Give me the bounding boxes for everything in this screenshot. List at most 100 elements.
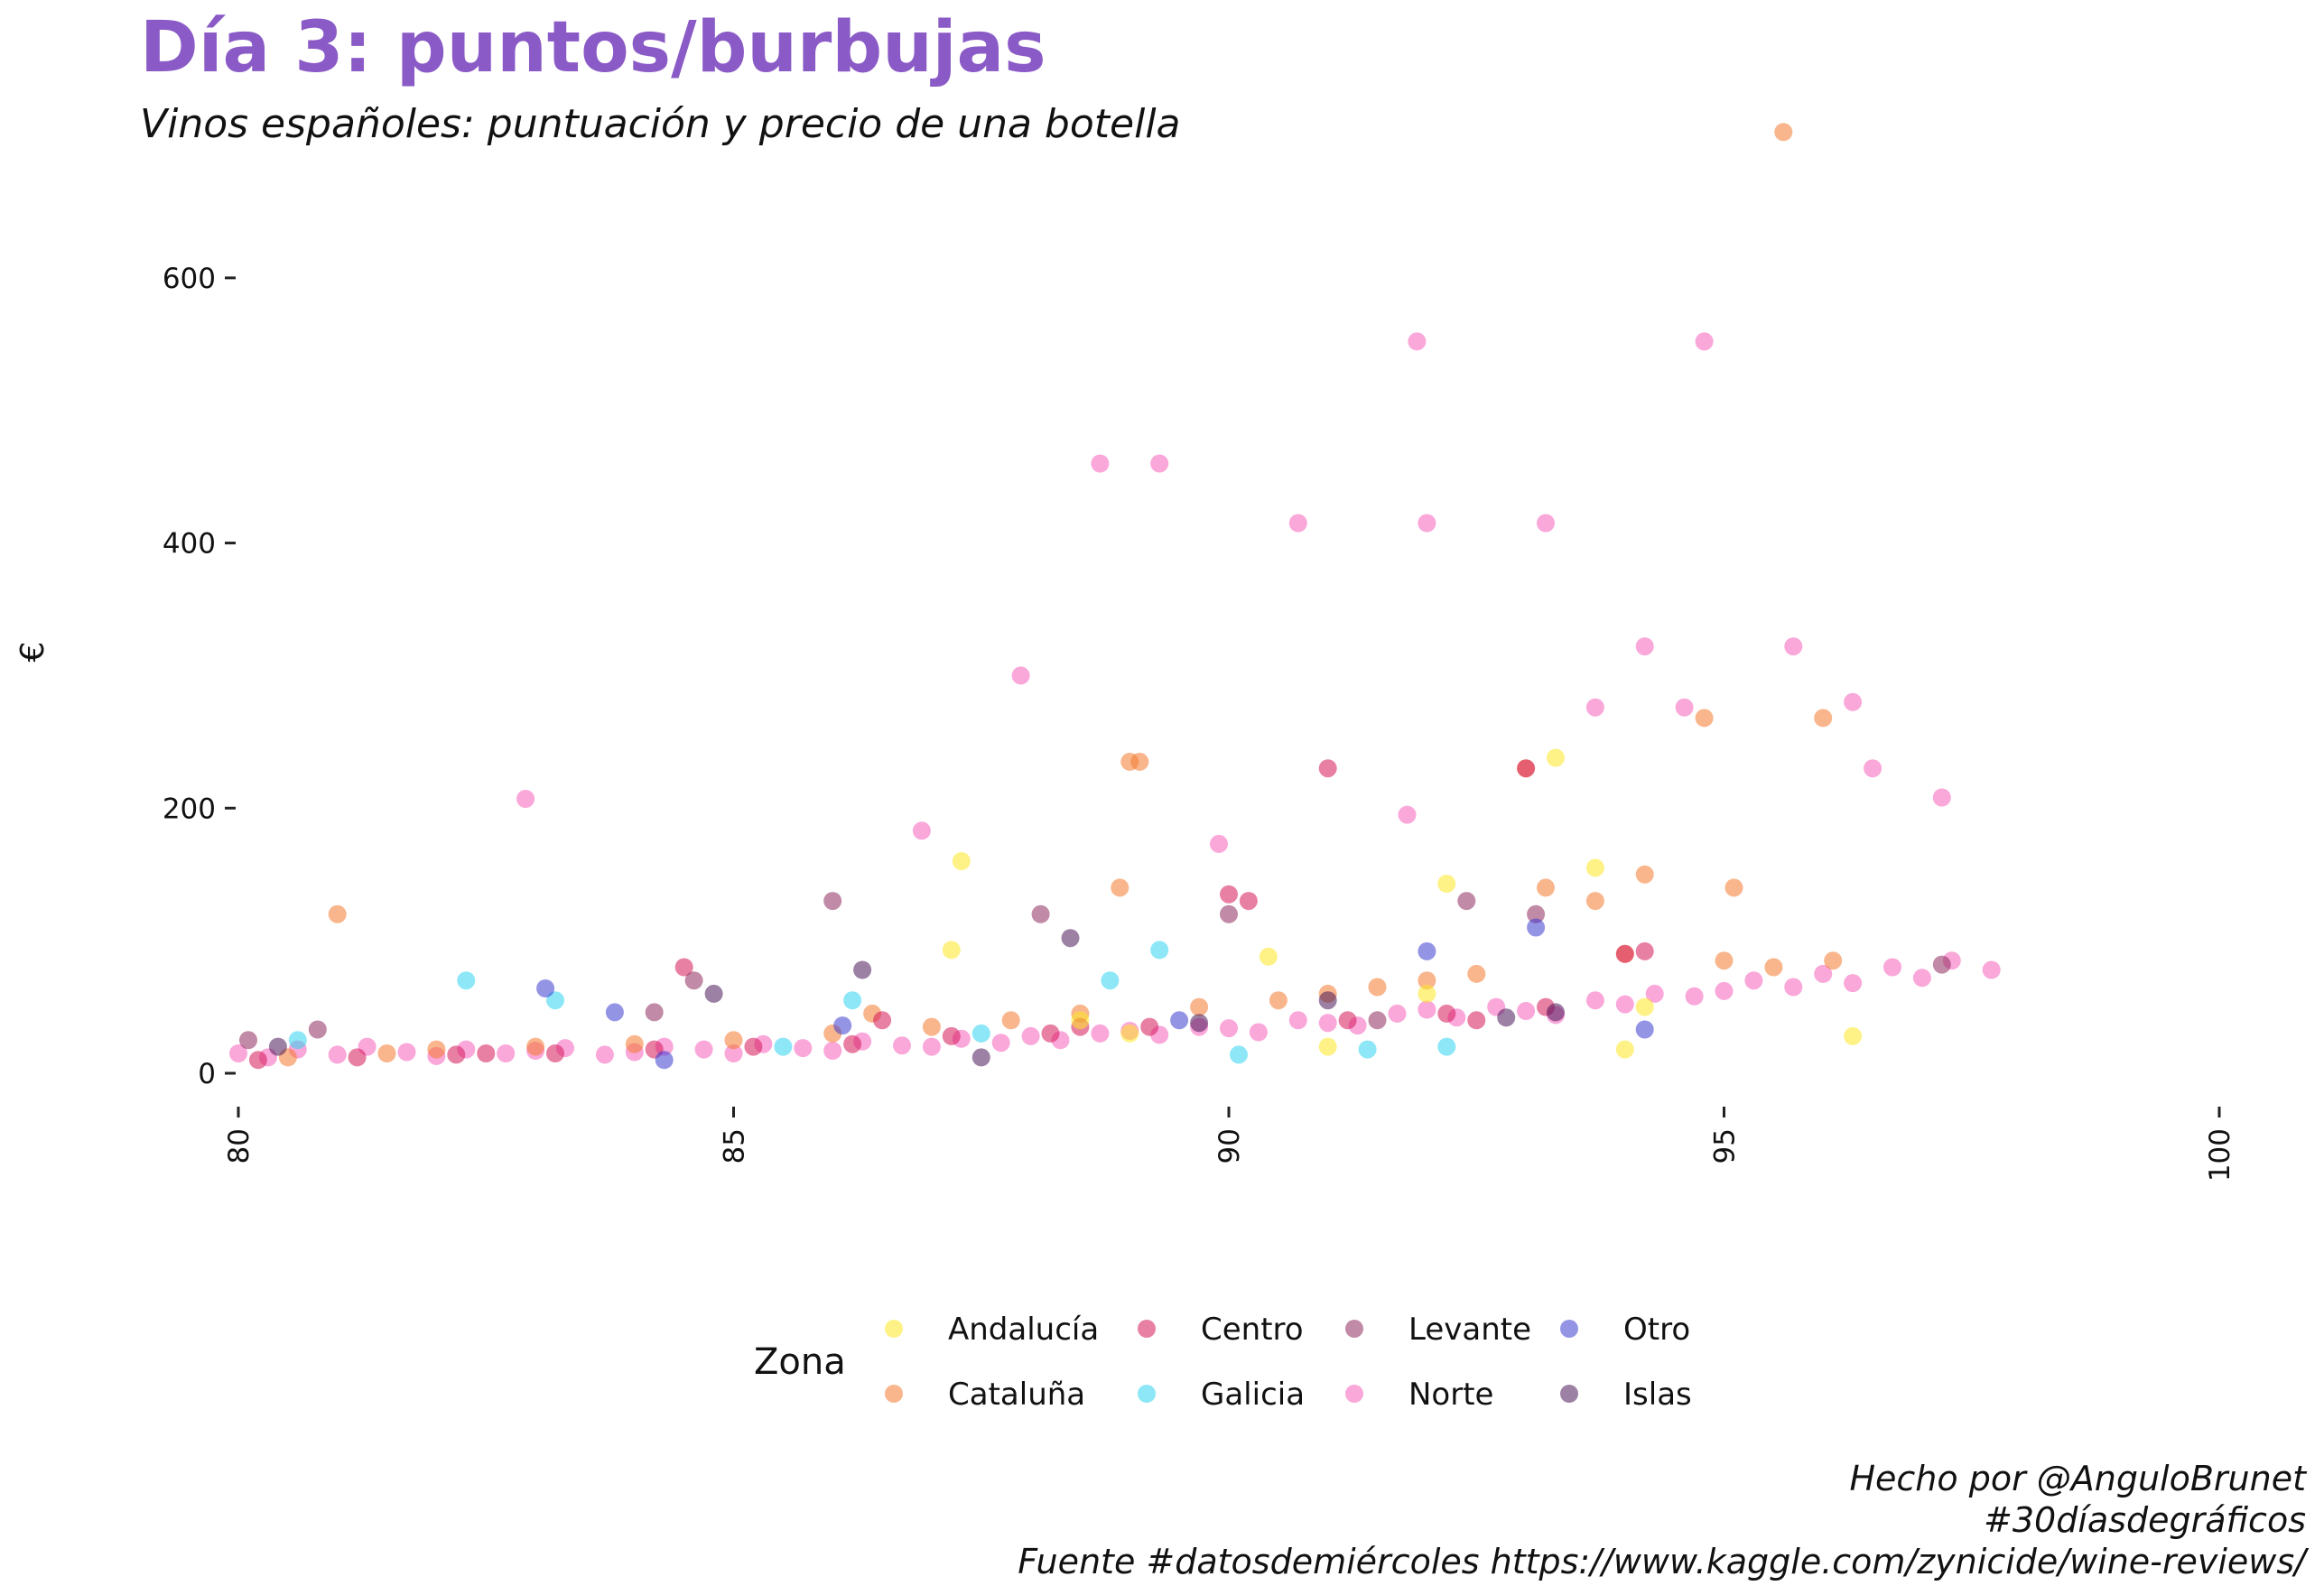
point-norte	[1645, 984, 1664, 1003]
point-norte	[1418, 1000, 1436, 1019]
point-islas	[1497, 1008, 1516, 1027]
point-norte	[497, 1044, 516, 1062]
point-norte	[1844, 974, 1863, 993]
y-axis: 0 200 400 600	[163, 263, 236, 1090]
point-cataluña	[377, 1044, 396, 1062]
y-axis-title: €	[14, 642, 51, 663]
x-axis: 80 85 90 95 100	[223, 1107, 2236, 1182]
point-norte	[1210, 834, 1228, 853]
point-centro	[744, 1037, 763, 1056]
legend-label: Otro	[1623, 1312, 1690, 1348]
point-norte	[1784, 637, 1803, 656]
point-norte	[1249, 1023, 1268, 1042]
point-cataluña	[1418, 971, 1436, 990]
point-norte	[1011, 666, 1030, 685]
point-andalucía	[1844, 1026, 1863, 1045]
point-norte	[991, 1034, 1010, 1053]
point-centro	[477, 1044, 496, 1062]
point-islas	[704, 984, 723, 1003]
point-centro	[546, 1044, 564, 1062]
point-cataluña	[526, 1037, 545, 1056]
point-levante	[1932, 955, 1951, 974]
point-centro	[248, 1051, 267, 1070]
point-centro	[447, 1045, 466, 1064]
y-tick-label: 0	[198, 1058, 216, 1090]
point-islas	[853, 960, 872, 979]
point-otro	[536, 979, 555, 997]
chart-subtitle: Vinos españoles: puntuación y precio de …	[140, 101, 1181, 147]
legend-item-otro: Otro	[1560, 1312, 1690, 1348]
point-centro	[942, 1026, 961, 1045]
point-cataluña	[427, 1040, 446, 1059]
point-galicia	[288, 1031, 307, 1050]
point-andalucía	[942, 941, 961, 960]
legend-swatch	[1560, 1385, 1578, 1403]
point-norte	[1695, 332, 1714, 351]
point-norte	[1615, 995, 1634, 1014]
point-cataluña	[1190, 997, 1209, 1016]
point-cataluña	[1635, 865, 1654, 884]
legend-swatch	[1345, 1320, 1363, 1338]
point-norte	[1844, 692, 1863, 711]
point-cataluña	[1724, 878, 1743, 897]
point-cataluña	[1467, 964, 1486, 983]
point-norte	[1585, 698, 1604, 717]
point-norte	[1288, 514, 1307, 533]
point-centro	[1437, 1004, 1456, 1023]
point-norte	[229, 1044, 247, 1062]
point-norte	[1517, 1002, 1536, 1020]
point-norte	[1150, 454, 1169, 473]
legend: Zona Andalucía Cataluña Centro Galicia Levant…	[754, 1312, 1692, 1413]
point-norte	[1091, 1024, 1110, 1043]
x-tick-label: 85	[719, 1128, 751, 1164]
point-andalucía	[1071, 1011, 1090, 1030]
point-cataluña	[1269, 991, 1287, 1010]
point-cataluña	[1814, 709, 1833, 728]
y-tick-label: 600	[163, 263, 216, 295]
point-cataluña	[1764, 958, 1783, 977]
point-galicia	[1437, 1037, 1456, 1056]
point-cataluña	[1824, 951, 1843, 970]
point-norte	[1091, 454, 1110, 473]
y-tick-label: 400	[163, 528, 216, 561]
point-norte	[595, 1045, 614, 1064]
point-levante	[1220, 904, 1238, 923]
point-norte	[1982, 960, 2001, 979]
point-norte	[1932, 788, 1951, 807]
x-tick-label: 90	[1213, 1128, 1246, 1164]
caption-line-source: Fuente #datosdemiércoles https://www.kag…	[1018, 1542, 2306, 1581]
y-tick-label: 200	[163, 793, 216, 825]
point-cataluña	[328, 904, 347, 923]
point-andalucía	[1318, 1037, 1337, 1056]
point-norte	[893, 1036, 911, 1055]
point-levante	[1527, 904, 1546, 923]
legend-swatch	[1345, 1385, 1363, 1403]
point-cataluña	[625, 1034, 644, 1053]
point-centro	[1220, 885, 1238, 904]
point-cataluña	[1001, 1011, 1020, 1030]
point-galicia	[1150, 941, 1169, 960]
point-islas	[268, 1037, 287, 1056]
point-cataluña	[922, 1017, 941, 1036]
point-otro	[833, 1016, 852, 1035]
point-galicia	[843, 991, 862, 1010]
caption-line-author: Hecho por @AnguloBrunet	[1849, 1459, 2306, 1498]
legend-swatch	[885, 1320, 903, 1338]
point-centro	[873, 1011, 892, 1030]
point-levante	[1457, 892, 1476, 911]
point-norte	[912, 821, 931, 840]
point-norte	[1537, 514, 1555, 533]
point-centro	[1318, 759, 1337, 778]
legend-label: Cataluña	[948, 1377, 1085, 1413]
point-norte	[1388, 1004, 1407, 1023]
point-cataluña	[1695, 709, 1714, 728]
point-levante	[308, 1020, 327, 1039]
point-islas	[1190, 1014, 1209, 1033]
point-norte	[516, 790, 535, 808]
legend-label: Islas	[1623, 1377, 1692, 1413]
point-norte	[1318, 1014, 1337, 1033]
point-norte	[1635, 637, 1654, 656]
point-otro	[655, 1051, 674, 1070]
point-cataluña	[1130, 752, 1149, 771]
